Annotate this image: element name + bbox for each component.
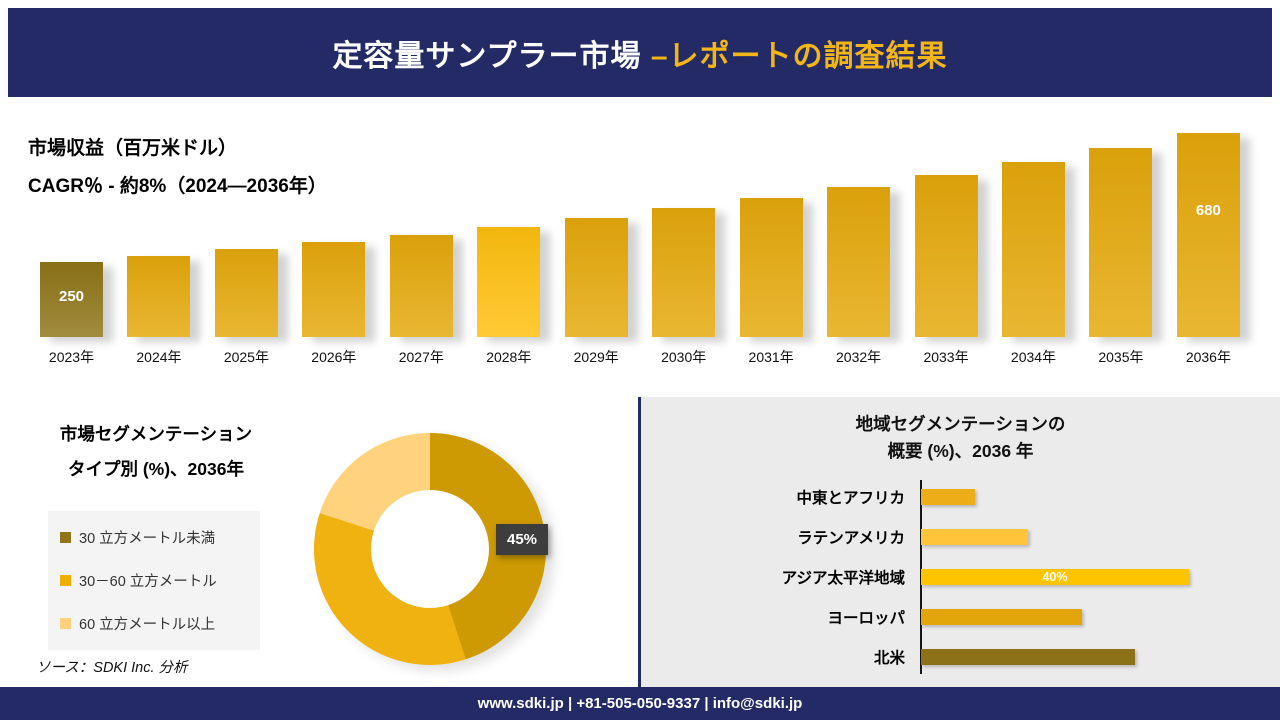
revenue-bar	[1089, 148, 1153, 337]
revenue-bar	[302, 242, 366, 337]
page-title: 定容量サンプラー市場 –レポートの調査結果	[332, 31, 947, 75]
page-title-main: 定容量サンプラー市場	[332, 39, 651, 73]
x-axis-tick-label: 2028年	[486, 349, 532, 365]
revenue-bar	[477, 227, 541, 337]
page-title-accent: –レポートの調査結果	[650, 39, 948, 73]
bar-value-label: 680	[1195, 202, 1221, 220]
region-bar-value-label: 40%	[1042, 570, 1068, 585]
legend-label: 60 立方メートル以上	[79, 617, 216, 633]
x-axis-tick-label: 2034年	[1010, 349, 1057, 365]
legend-swatch	[60, 575, 71, 586]
revenue-bar	[127, 256, 191, 337]
revenue-bar-column: 2025年	[214, 127, 278, 367]
region-bar	[921, 489, 975, 506]
legend-item: 60 立方メートル以上	[60, 613, 248, 634]
region-label: 北米	[873, 650, 905, 668]
segmentation-title-line1: 市場セグメンテーション	[59, 424, 253, 444]
x-axis-tick-label: 2025年	[223, 349, 269, 365]
regional-panel: 地域セグメンテーションの 概要 (%)、2036 年 中東とアフリカ ラテンアメリ…	[641, 397, 1280, 687]
revenue-bar-column: 2026年	[302, 127, 366, 367]
revenue-bar-column: 2030年	[652, 127, 716, 367]
legend-label: 30 立方メートル未満	[79, 531, 216, 547]
region-label: 中東とアフリカ	[796, 490, 905, 508]
region-bar	[921, 529, 1028, 546]
x-axis-tick-label: 2032年	[836, 349, 882, 365]
revenue-bar-column: 250 2023年	[40, 127, 103, 367]
revenue-bar-column: 2024年	[127, 127, 191, 367]
cagr-label: CAGR％ - 約8%（2024―2036年）	[28, 176, 327, 197]
revenue-bar	[652, 208, 716, 337]
segmentation-title-line2: タイプ別 (%)、2036年	[67, 459, 244, 479]
segmentation-title: 市場セグメンテーション タイプ別 (%)、2036年	[28, 417, 284, 487]
legend-swatch	[60, 532, 71, 543]
regional-bar-chart: 中東とアフリカ ラテンアメリカアジア太平洋地域 40% ヨーロッパ北米	[659, 477, 1260, 677]
region-row: 中東とアフリカ	[659, 477, 1260, 517]
revenue-bar	[739, 198, 803, 337]
x-axis-tick-label: 2033年	[923, 349, 969, 365]
x-axis-tick-label: 2029年	[573, 349, 619, 365]
region-bar	[921, 649, 1135, 666]
region-row: ヨーロッパ	[659, 597, 1260, 637]
revenue-bar	[827, 187, 891, 337]
x-axis-tick-label: 2030年	[661, 349, 707, 365]
revenue-bar-column: 2028年	[477, 127, 541, 367]
header: 定容量サンプラー市場 –レポートの調査結果	[8, 8, 1272, 97]
x-axis-tick-label: 2036年	[1185, 349, 1231, 365]
revenue-bar	[389, 235, 453, 337]
region-row: ラテンアメリカ	[659, 517, 1260, 557]
revenue-bar-column: 2032年	[827, 127, 891, 367]
revenue-bar	[214, 249, 278, 337]
revenue-bar	[564, 218, 628, 337]
infographic-page: 定容量サンプラー市場 –レポートの調査結果 市場収益（百万米ドル） CAGR％ …	[0, 8, 1280, 720]
revenue-bar-chart: 250 2023年 2024年 2025年 2026年 2027年 2028年 2029年 20…	[40, 127, 1240, 367]
revenue-chart-section: 市場収益（百万米ドル） CAGR％ - 約8%（2024―2036年） 250 2…	[0, 97, 1280, 397]
bottom-section: 市場セグメンテーション タイプ別 (%)、2036年 30 立方メートル未満 30…	[0, 397, 1280, 687]
source-note: ソース：SDKI Inc. 分析	[36, 660, 188, 676]
x-axis-tick-label: 2035年	[1098, 349, 1144, 365]
x-axis-tick-label: 2026年	[311, 349, 357, 365]
x-axis-tick-label: 2023年	[48, 349, 95, 365]
revenue-bar	[914, 175, 978, 337]
revenue-bar-column: 2029年	[564, 127, 628, 367]
x-axis-tick-label: 2031年	[748, 349, 794, 365]
region-bar: 40%	[921, 569, 1189, 586]
revenue-bar-column: 2035年	[1089, 127, 1153, 367]
x-axis-tick-label: 2027年	[398, 349, 444, 365]
donut-value-callout: 45%	[496, 524, 549, 555]
revenue-bar	[1001, 162, 1065, 337]
region-label: ヨーロッパ	[827, 610, 905, 628]
regional-title-line2: 概要 (%)、2036 年	[887, 441, 1034, 462]
legend-item: 30－60 立方メートル	[60, 570, 248, 591]
revenue-bar: 250	[40, 262, 103, 337]
revenue-bar-column: 2033年	[914, 127, 978, 367]
region-bar	[921, 609, 1082, 626]
vertical-divider	[638, 397, 641, 687]
regional-title: 地域セグメンテーションの 概要 (%)、2036 年	[641, 411, 1280, 465]
legend-swatch	[60, 618, 71, 629]
revenue-bar: 680	[1176, 133, 1240, 337]
revenue-bar-column: 680 2036年	[1176, 127, 1240, 367]
bar-value-label: 250	[58, 287, 85, 305]
donut-chart-wrap: 45%	[314, 433, 549, 665]
revenue-bar-column: 2027年	[389, 127, 453, 367]
x-axis-tick-label: 2024年	[136, 349, 182, 365]
regional-title-line1: 地域セグメンテーションの	[855, 414, 1066, 434]
region-row: アジア太平洋地域 40%	[659, 557, 1260, 597]
region-label: アジア太平洋地域	[781, 570, 905, 588]
legend-label: 30－60 立方メートル	[79, 574, 217, 590]
segmentation-panel: 市場セグメンテーション タイプ別 (%)、2036年 30 立方メートル未満 30…	[0, 397, 638, 687]
region-label: ラテンアメリカ	[797, 530, 905, 548]
legend-item: 30 立方メートル未満	[60, 527, 248, 548]
region-row: 北米	[659, 637, 1260, 677]
revenue-bar-column: 2034年	[1001, 127, 1065, 367]
revenue-axis-label: 市場収益（百万米ドル）	[28, 138, 238, 159]
revenue-bar-column: 2031年	[739, 127, 803, 367]
segmentation-legend: 30 立方メートル未満 30－60 立方メートル 60 立方メートル以上	[48, 511, 260, 650]
footer-bar: www.sdki.jp | +81-505-050-9337 | info@sd…	[0, 687, 1280, 720]
